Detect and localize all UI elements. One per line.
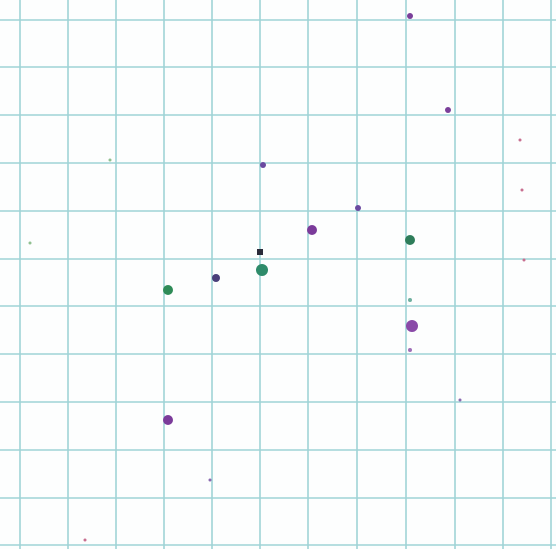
speck <box>459 399 462 402</box>
speck <box>29 242 32 245</box>
speck <box>355 205 361 211</box>
speck <box>406 320 418 332</box>
speck <box>256 264 268 276</box>
paper <box>0 0 556 549</box>
speck <box>163 415 173 425</box>
speck <box>408 348 412 352</box>
speck <box>163 285 173 295</box>
speck <box>260 162 266 168</box>
speck <box>407 13 413 19</box>
speck <box>257 249 263 255</box>
speck <box>84 539 87 542</box>
speck <box>521 189 524 192</box>
speck <box>212 274 220 282</box>
speck <box>519 139 522 142</box>
speck <box>307 225 317 235</box>
speck <box>209 479 212 482</box>
speck <box>445 107 451 113</box>
grid-paper <box>0 0 556 549</box>
speck <box>405 235 415 245</box>
page <box>0 0 556 549</box>
speck <box>408 298 412 302</box>
speck <box>109 159 112 162</box>
speck <box>523 259 526 262</box>
